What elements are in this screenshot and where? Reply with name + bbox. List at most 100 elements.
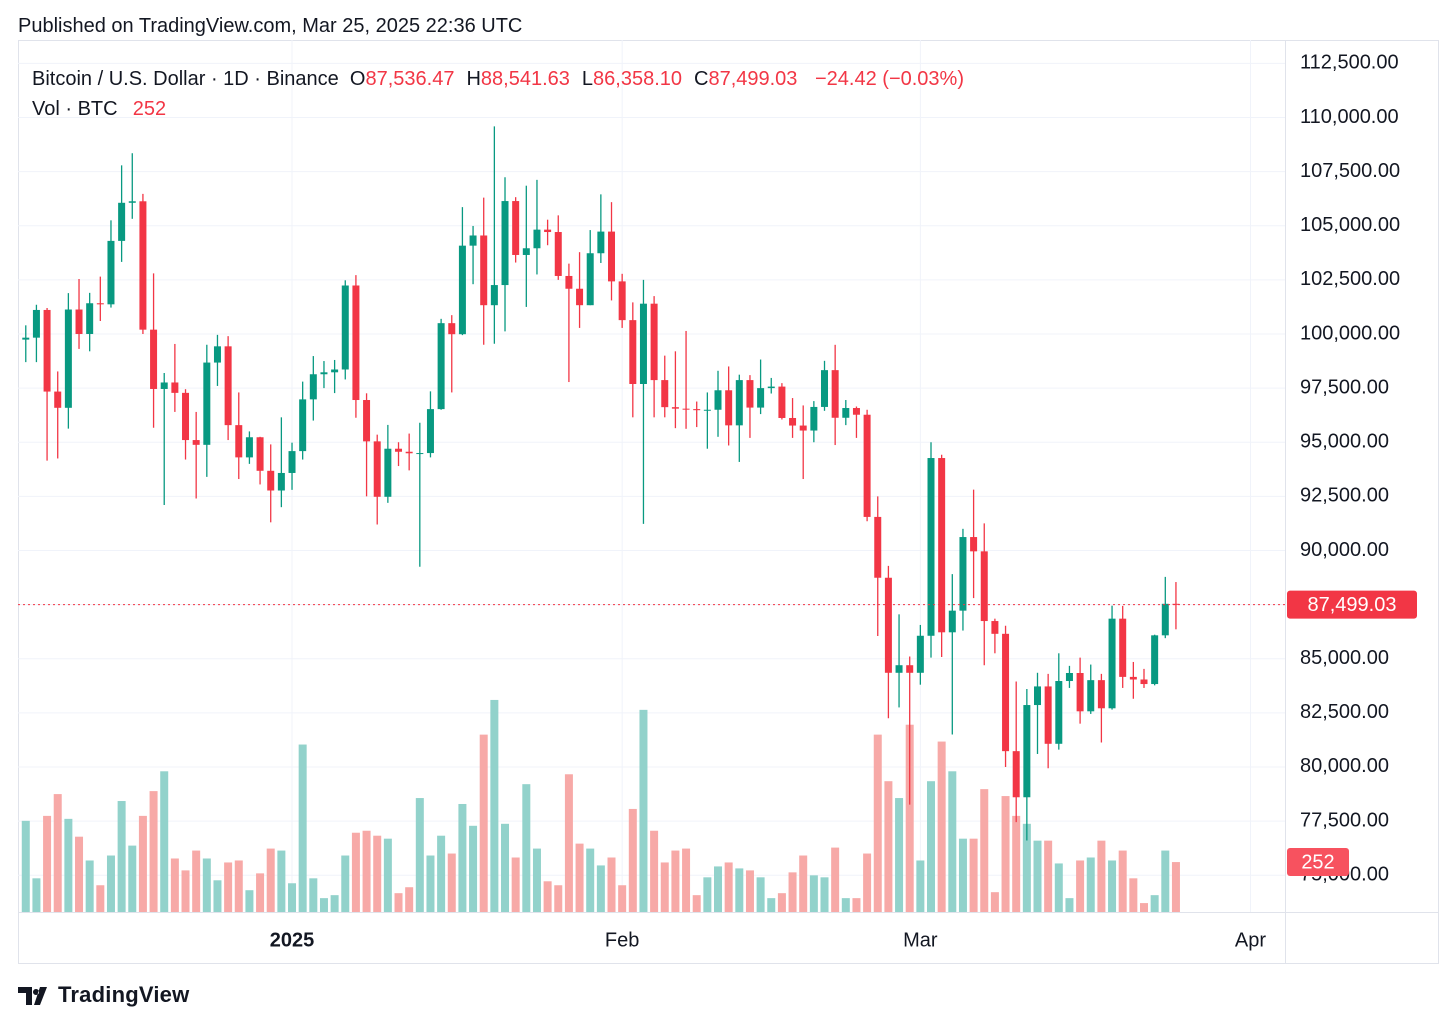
- candle-body: [245, 437, 253, 458]
- candle-body: [544, 229, 552, 233]
- candle-body: [671, 407, 679, 409]
- candle-body: [661, 380, 669, 408]
- change: −24.42 (−0.03%): [815, 68, 964, 90]
- volume-bar: [1129, 878, 1138, 912]
- candle-body: [980, 551, 988, 622]
- volume-bar: [1097, 840, 1106, 912]
- candle-body: [1108, 618, 1116, 709]
- volume-bar: [415, 798, 424, 912]
- candle-body: [1119, 618, 1127, 677]
- volume-bar: [660, 862, 669, 912]
- volume-bar: [96, 885, 105, 912]
- candle-body: [948, 610, 956, 633]
- candle-body: [874, 516, 882, 578]
- candle-body: [1161, 603, 1169, 636]
- volume-bar: [916, 860, 925, 912]
- candle-body: [490, 285, 498, 306]
- volume-bar: [948, 771, 957, 912]
- candle-body: [629, 320, 637, 384]
- candle-body: [341, 285, 349, 370]
- y-tick-label: 85,000.00: [1300, 647, 1389, 669]
- candle-body: [128, 201, 136, 203]
- legend-key: L: [581, 68, 594, 90]
- candle-body: [416, 453, 424, 455]
- candle-body: [597, 231, 605, 254]
- volume-bar: [202, 858, 211, 912]
- volume-bar: [234, 860, 243, 912]
- candle-body: [778, 386, 786, 418]
- volume-bar: [671, 850, 680, 912]
- volume-bar: [479, 734, 488, 912]
- volume-bar: [437, 835, 446, 912]
- candle-body: [1151, 635, 1159, 685]
- volume-bar: [905, 724, 914, 912]
- candle-body: [1076, 673, 1084, 712]
- candle-body: [703, 409, 711, 411]
- chart-frame: [18, 40, 1439, 964]
- volume-bar: [628, 808, 637, 912]
- candle-body: [757, 388, 765, 408]
- candle-body: [991, 621, 999, 634]
- volume-bar: [394, 893, 403, 912]
- volume-bar: [149, 791, 158, 912]
- volume-bar: [160, 771, 169, 912]
- volume-bar: [288, 883, 297, 912]
- volume-bar: [224, 862, 233, 912]
- y-tick-label: 95,000.00: [1300, 431, 1389, 453]
- volume-label: Vol · BTC: [32, 98, 118, 120]
- volume-bar: [21, 820, 30, 912]
- volume-badge: [1287, 848, 1349, 877]
- volume-bar: [639, 709, 648, 912]
- candle-body: [458, 245, 466, 335]
- y-tick-label: 80,000.00: [1300, 755, 1389, 777]
- candle-body: [224, 346, 232, 426]
- candle-body: [32, 309, 40, 338]
- volume-bar: [958, 838, 967, 912]
- candle-body: [96, 303, 104, 305]
- volume-bar: [138, 815, 147, 912]
- candle-body: [107, 240, 115, 305]
- candle-body: [1129, 676, 1137, 680]
- volume-bar: [532, 848, 541, 912]
- volume-bar: [564, 774, 573, 912]
- volume-bar: [309, 878, 318, 912]
- volume-bar: [128, 845, 137, 912]
- candle-body: [895, 665, 903, 673]
- candle-body: [363, 400, 371, 442]
- candle-body: [746, 380, 754, 408]
- candle-body: [288, 451, 296, 473]
- volume-bar: [767, 898, 776, 912]
- legend-value: 87,499.03: [708, 68, 798, 90]
- published-note: Published on TradingView.com, Mar 25, 20…: [18, 15, 523, 37]
- volume-bar: [692, 895, 701, 912]
- legend-value: 86,358.10: [593, 68, 682, 90]
- candle-body: [1065, 673, 1073, 682]
- volume-bar: [43, 815, 52, 912]
- volume-bar: [1022, 823, 1031, 912]
- volume-bar: [1108, 860, 1117, 912]
- volume-bar: [53, 794, 62, 912]
- candle-body: [182, 392, 190, 441]
- candle-body: [565, 275, 573, 289]
- volume-bar: [703, 877, 712, 912]
- candle-body: [395, 448, 403, 452]
- candle-body: [299, 399, 307, 452]
- volume-bar: [351, 832, 360, 912]
- candle-body: [714, 390, 722, 410]
- candle-body: [86, 303, 94, 334]
- candle-body: [203, 362, 211, 445]
- candle-body: [821, 370, 829, 407]
- y-tick-label: 105,000.00: [1300, 214, 1400, 236]
- symbol: Bitcoin / U.S. Dollar · 1D · Binance: [32, 68, 339, 90]
- candle-body: [384, 448, 392, 497]
- volume-bar: [85, 860, 94, 912]
- y-tick-label: 112,500.00: [1300, 52, 1399, 74]
- volume-bar: [181, 870, 190, 912]
- volume-bar: [341, 855, 350, 912]
- candle-body: [959, 537, 967, 611]
- y-tick-label: 102,500.00: [1300, 268, 1400, 290]
- volume-bar: [1033, 840, 1042, 912]
- volume-bar: [1118, 850, 1127, 912]
- volume-bar: [405, 887, 414, 912]
